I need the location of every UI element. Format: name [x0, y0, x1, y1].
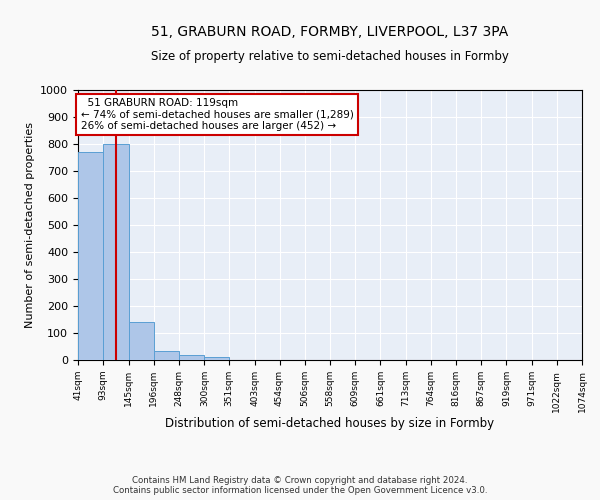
Bar	[103, 144, 129, 360]
Bar	[179, 355, 205, 360]
Bar	[129, 322, 154, 360]
Text: 51, GRABURN ROAD, FORMBY, LIVERPOOL, L37 3PA: 51, GRABURN ROAD, FORMBY, LIVERPOOL, L37…	[151, 25, 509, 39]
Text: Contains HM Land Registry data © Crown copyright and database right 2024.
Contai: Contains HM Land Registry data © Crown c…	[113, 476, 487, 495]
Bar	[154, 350, 179, 360]
Bar	[205, 358, 229, 360]
Bar	[78, 152, 103, 360]
Text: Size of property relative to semi-detached houses in Formby: Size of property relative to semi-detach…	[151, 50, 509, 63]
X-axis label: Distribution of semi-detached houses by size in Formby: Distribution of semi-detached houses by …	[166, 418, 494, 430]
Text: 51 GRABURN ROAD: 119sqm  
← 74% of semi-detached houses are smaller (1,289)
26% : 51 GRABURN ROAD: 119sqm ← 74% of semi-de…	[80, 98, 353, 132]
Y-axis label: Number of semi-detached properties: Number of semi-detached properties	[25, 122, 35, 328]
